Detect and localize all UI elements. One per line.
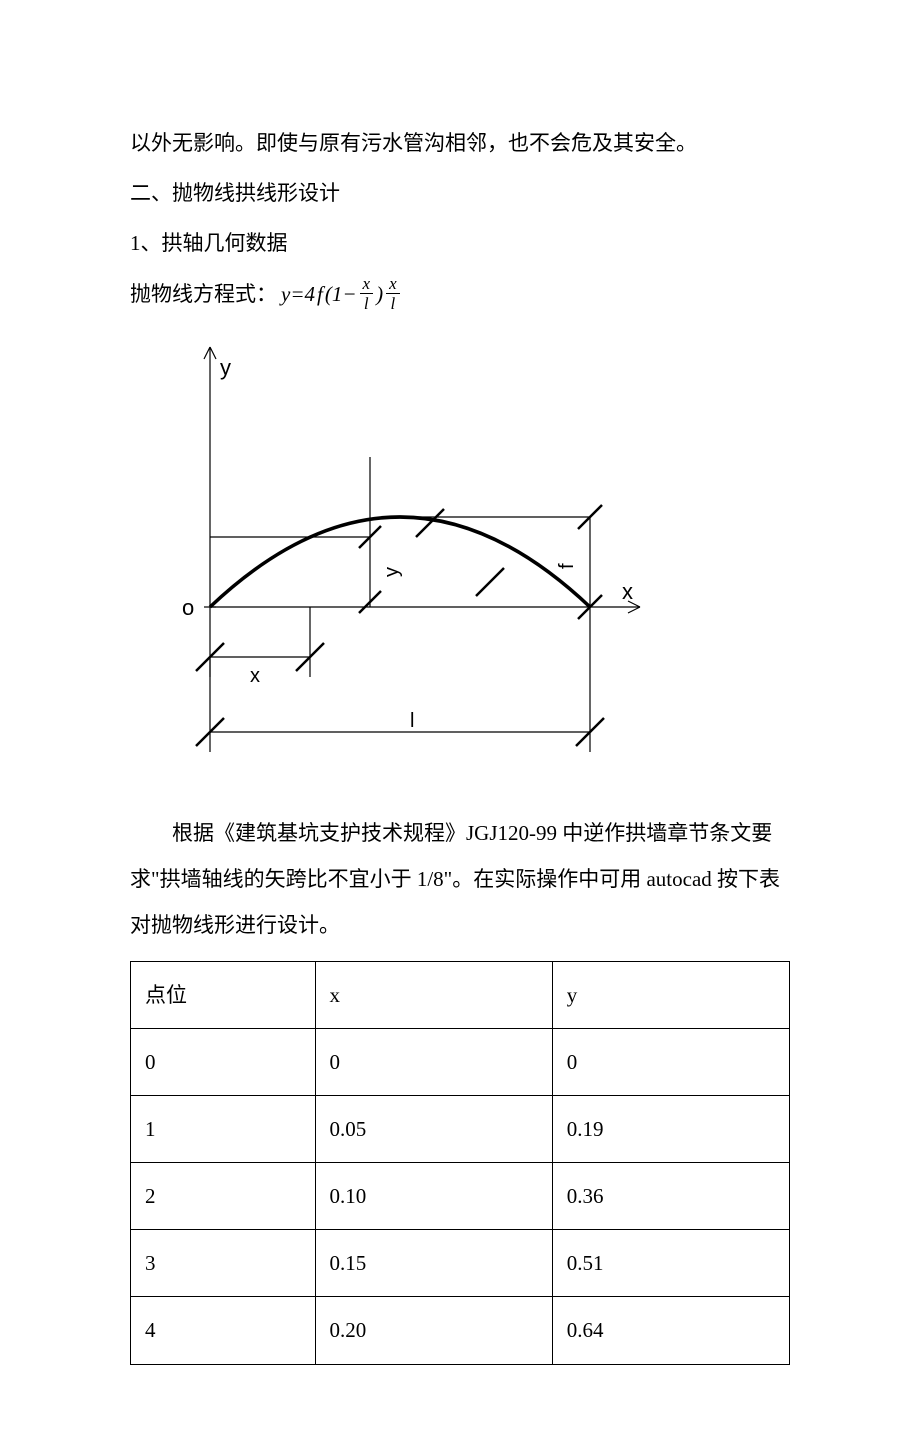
table-cell: 4 (131, 1297, 316, 1364)
table-cell: 0.05 (315, 1095, 552, 1162)
svg-text:o: o (182, 595, 194, 620)
svg-text:y: y (220, 355, 231, 380)
table-cell: 0 (131, 1028, 316, 1095)
fraction-x-over-l-2: x l (386, 275, 400, 312)
table-cell: 0.36 (552, 1163, 789, 1230)
data-table: 点位xy00010.050.1920.100.3630.150.5140.200… (130, 961, 790, 1365)
equation-prefix: 抛物线方程式： (130, 271, 277, 317)
table-cell: 1 (131, 1095, 316, 1162)
table-row: 20.100.36 (131, 1163, 790, 1230)
table-row: 30.150.51 (131, 1230, 790, 1297)
equation-math: y=4 f (1− x l ) x l (281, 271, 403, 317)
heading-subsection-1: 1、拱轴几何数据 (130, 220, 790, 266)
svg-text:l: l (410, 710, 414, 732)
diagram-svg: y x o x l y f (150, 337, 650, 767)
table-row: 000 (131, 1028, 790, 1095)
table-header-cell: 点位 (131, 961, 316, 1028)
paragraph-spec: 根据《建筑基坑支护技术规程》JGJ120-99 中逆作拱墙章节条文要求"拱墙轴线… (130, 810, 790, 949)
table-cell: 0.64 (552, 1297, 789, 1364)
table-header-cell: x (315, 961, 552, 1028)
table-cell: 0.10 (315, 1163, 552, 1230)
heading-section-2: 二、抛物线拱线形设计 (130, 170, 790, 216)
table-cell: 2 (131, 1163, 316, 1230)
table-header-row: 点位xy (131, 961, 790, 1028)
table-cell: 0.20 (315, 1297, 552, 1364)
paragraph-1: 以外无影响。即使与原有污水管沟相邻，也不会危及其安全。 (130, 120, 790, 166)
table-header-cell: y (552, 961, 789, 1028)
parabola-diagram: y x o x l y f (150, 337, 790, 780)
table-cell: 0 (552, 1028, 789, 1095)
table-cell: 0.51 (552, 1230, 789, 1297)
table-row: 10.050.19 (131, 1095, 790, 1162)
table-cell: 0.19 (552, 1095, 789, 1162)
table-cell: 0 (315, 1028, 552, 1095)
table-cell: 3 (131, 1230, 316, 1297)
svg-text:y: y (381, 567, 403, 577)
svg-text:x: x (622, 579, 633, 604)
svg-text:f: f (556, 563, 578, 569)
svg-text:x: x (250, 665, 260, 687)
equation-parabola: 抛物线方程式： y=4 f (1− x l ) x l (130, 271, 790, 317)
fraction-x-over-l-1: x l (360, 275, 374, 312)
data-table-wrap: 点位xy00010.050.1920.100.3630.150.5140.200… (130, 961, 790, 1365)
table-cell: 0.15 (315, 1230, 552, 1297)
table-row: 40.200.64 (131, 1297, 790, 1364)
document-content: 以外无影响。即使与原有污水管沟相邻，也不会危及其安全。 二、抛物线拱线形设计 1… (130, 120, 790, 1365)
